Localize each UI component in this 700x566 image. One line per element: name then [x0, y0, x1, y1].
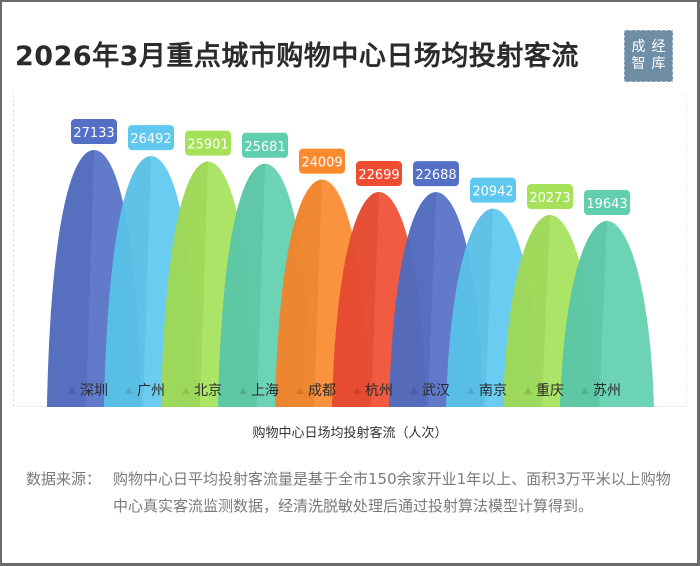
- value-label: 25901: [185, 130, 231, 156]
- value-label: 24009: [299, 148, 345, 174]
- value-label: 25681: [242, 132, 288, 158]
- category-label: 成都: [296, 383, 336, 399]
- category-label: 广州: [125, 383, 165, 399]
- source-label: 数据来源：: [26, 470, 102, 488]
- value-label: 26492: [128, 125, 174, 151]
- category-label: 上海: [239, 383, 279, 399]
- svg-text:25681: 25681: [244, 140, 285, 155]
- arch-bar-chart: 27133 26492 25901 25681 24009 22699 22688 20942…: [47, 119, 654, 407]
- logo-char: 智: [631, 56, 646, 72]
- svg-text:22688: 22688: [415, 168, 456, 183]
- category-label: 武汉: [410, 383, 450, 399]
- category-label: 南京: [467, 383, 507, 399]
- logo-char: 库: [651, 56, 666, 72]
- svg-text:杭州: 杭州: [365, 383, 393, 399]
- value-label: 22688: [413, 161, 459, 187]
- svg-text:广州: 广州: [137, 383, 165, 399]
- x-axis-title: 购物中心日场均投射客流（人次）: [252, 426, 448, 441]
- svg-text:26492: 26492: [130, 132, 171, 147]
- value-label: 19643: [584, 190, 630, 215]
- category-label: 杭州: [353, 383, 393, 399]
- logo-char: 经: [651, 39, 666, 55]
- triangle-icon: [68, 387, 76, 394]
- chart-title: 2026年3月重点城市购物中心日场均投射客流: [15, 41, 579, 72]
- category-label: 北京: [182, 383, 222, 399]
- svg-text:深圳: 深圳: [80, 383, 108, 399]
- value-label: 20273: [527, 184, 573, 210]
- arch-bar[interactable]: [560, 221, 654, 407]
- svg-text:重庆: 重庆: [536, 383, 564, 399]
- triangle-icon: [353, 387, 361, 394]
- svg-text:27133: 27133: [73, 126, 114, 141]
- triangle-icon: [581, 387, 589, 394]
- svg-text:南京: 南京: [479, 383, 507, 399]
- triangle-icon: [296, 387, 304, 394]
- svg-text:20942: 20942: [472, 185, 513, 200]
- brand-logo: 成 经 智 库: [624, 30, 673, 82]
- triangle-icon: [524, 387, 532, 394]
- logo-char: 成: [631, 39, 646, 55]
- triangle-icon: [410, 387, 418, 394]
- triangle-icon: [182, 387, 190, 394]
- category-label: 苏州: [581, 383, 621, 399]
- svg-text:24009: 24009: [301, 156, 342, 171]
- value-label: 22699: [356, 161, 402, 187]
- svg-text:20273: 20273: [529, 191, 570, 206]
- svg-text:武汉: 武汉: [422, 383, 450, 399]
- svg-text:苏州: 苏州: [593, 383, 621, 399]
- category-label: 重庆: [524, 383, 564, 399]
- svg-text:22699: 22699: [358, 168, 399, 183]
- triangle-icon: [467, 387, 475, 394]
- svg-text:19643: 19643: [586, 197, 627, 212]
- triangle-icon: [125, 387, 133, 394]
- value-label: 27133: [71, 119, 117, 144]
- svg-text:北京: 北京: [194, 383, 222, 399]
- svg-text:成都: 成都: [308, 383, 336, 399]
- value-label: 20942: [470, 177, 516, 203]
- svg-text:25901: 25901: [187, 138, 228, 153]
- triangle-icon: [239, 387, 247, 394]
- svg-text:上海: 上海: [251, 383, 279, 399]
- category-label: 深圳: [68, 383, 108, 399]
- source-text: 购物中心日平均投射客流量是基于全市150余家开业1年以上、面积3万平米以上购物中…: [113, 470, 671, 515]
